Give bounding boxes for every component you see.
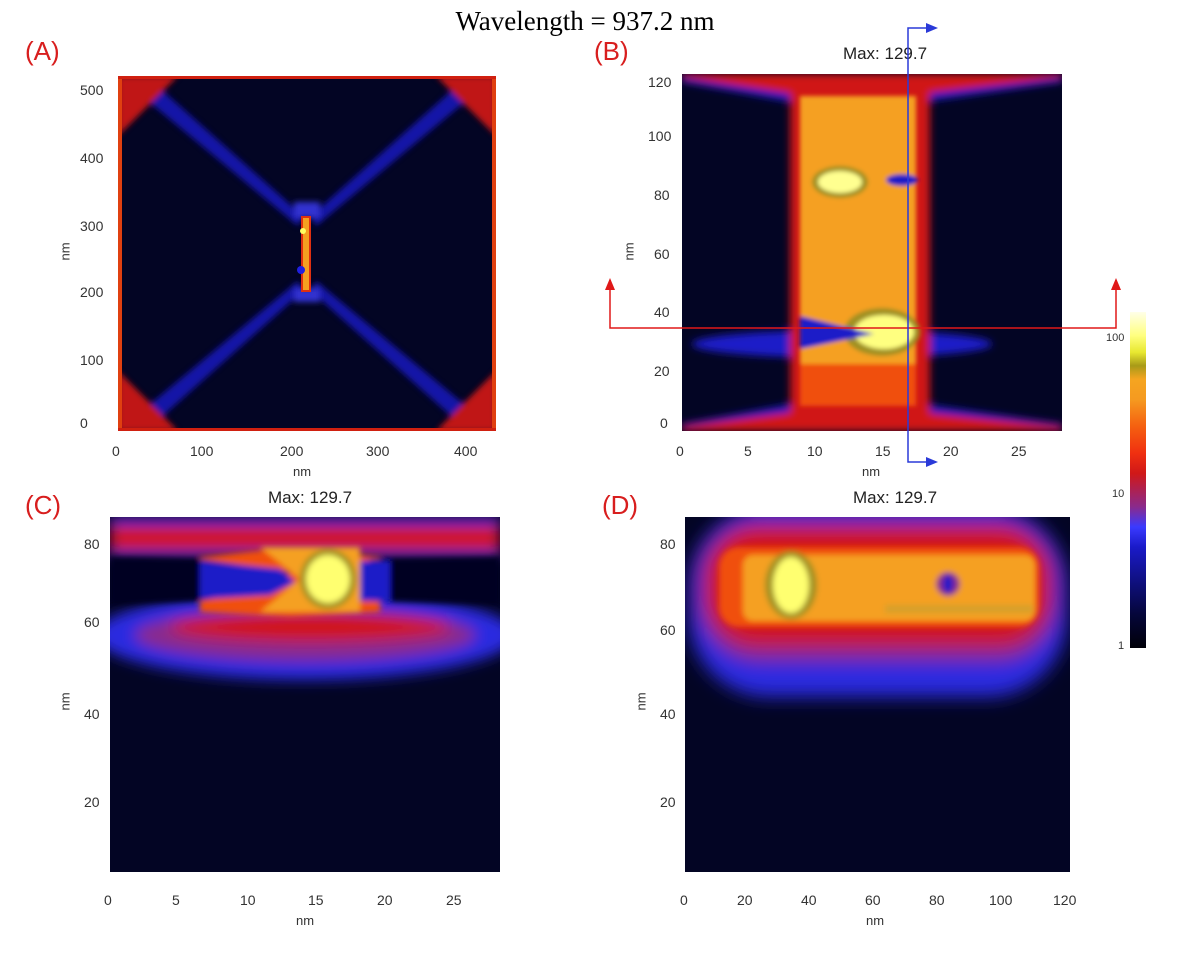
b-ytick-0: 0	[660, 415, 668, 431]
b-xtick-1: 5	[744, 443, 752, 459]
heatmap-plot-a	[118, 76, 496, 431]
colorbar	[1130, 312, 1146, 648]
c-ytick-40: 40	[84, 706, 100, 722]
panel-label-b: (B)	[594, 36, 629, 66]
a-xlabel: nm	[293, 464, 312, 479]
colorbar-tick-1: 1	[1118, 640, 1125, 652]
c-xtick-5: 25	[446, 892, 462, 908]
b-ytick-3: 60	[654, 246, 670, 262]
arrow-right-icon	[926, 457, 938, 467]
arrow-up-icon	[1111, 278, 1121, 290]
a-ytick-4: 400	[80, 150, 104, 166]
d-title: Max: 129.7	[852, 488, 938, 507]
panel-label-a: (A)	[25, 36, 60, 66]
c-xtick-1: 5	[172, 892, 180, 908]
figure-title: Wavelength = 937.2 nm	[455, 6, 715, 36]
arrow-up-icon	[605, 278, 615, 290]
d-ytick-80: 80	[660, 536, 676, 552]
a-xtick-3: 300	[366, 443, 390, 459]
colorbar-tick-100: 100	[1106, 332, 1125, 344]
panel-label-c: (C)	[25, 490, 62, 520]
b-title: Max: 129.7	[842, 44, 928, 63]
c-ytick-80: 80	[84, 536, 100, 552]
d-xlabel: nm	[866, 913, 885, 928]
a-ytick-1: 100	[80, 352, 104, 368]
c-ytick-60: 60	[84, 614, 100, 630]
c-xlabel: nm	[296, 913, 315, 928]
b-ytick-2: 40	[654, 304, 670, 320]
heatmap-plot-b	[682, 74, 1062, 431]
d-ylabel: nm	[633, 692, 649, 711]
section-line-c	[609, 280, 1117, 329]
c-xtick-3: 15	[308, 892, 324, 908]
a-xtick-2: 200	[280, 443, 304, 459]
heatmap-a-svg	[118, 76, 496, 431]
d-xtick-2: 40	[801, 892, 817, 908]
d-xtick-1: 20	[737, 892, 753, 908]
a-xtick-4: 400	[454, 443, 478, 459]
a-ytick-2: 200	[80, 284, 104, 300]
heatmap-b-svg	[682, 74, 1062, 431]
section-line-d	[907, 27, 928, 463]
c-xtick-4: 20	[377, 892, 393, 908]
b-ytick-4: 80	[654, 187, 670, 203]
a-ytick-3: 300	[80, 218, 104, 234]
d-ytick-20: 20	[660, 794, 676, 810]
d-xtick-6: 120	[1053, 892, 1077, 908]
heatmap-plot-d	[685, 517, 1070, 872]
c-ylabel: nm	[57, 692, 73, 711]
d-xtick-4: 80	[929, 892, 945, 908]
a-ytick-5: 500	[80, 82, 104, 98]
b-ytick-1: 20	[654, 363, 670, 379]
heatmap-c-svg	[110, 517, 500, 680]
a-xtick-0: 0	[112, 443, 120, 459]
d-ytick-60: 60	[660, 622, 676, 638]
c-xtick-0: 0	[104, 892, 112, 908]
d-xtick-3: 60	[865, 892, 881, 908]
panel-label-d: (D)	[602, 490, 639, 520]
heatmap-d-svg	[689, 517, 1067, 697]
b-xtick-0: 0	[676, 443, 684, 459]
b-xtick-2: 10	[807, 443, 823, 459]
d-ytick-40: 40	[660, 706, 676, 722]
b-xtick-5: 25	[1011, 443, 1027, 459]
b-xlabel: nm	[862, 464, 881, 479]
d-xtick-5: 100	[989, 892, 1013, 908]
b-xtick-4: 20	[943, 443, 959, 459]
d-xtick-0: 0	[680, 892, 688, 908]
c-title: Max: 129.7	[267, 488, 353, 507]
arrow-right-icon	[926, 23, 938, 33]
b-xtick-3: 15	[875, 443, 891, 459]
a-ytick-0: 0	[80, 415, 88, 431]
c-xtick-2: 10	[240, 892, 256, 908]
b-ytick-5: 100	[648, 128, 672, 144]
heatmap-plot-c	[110, 517, 500, 872]
c-ytick-20: 20	[84, 794, 100, 810]
a-xtick-1: 100	[190, 443, 214, 459]
b-ytick-6: 120	[648, 74, 672, 90]
colorbar-tick-10: 10	[1112, 488, 1125, 500]
